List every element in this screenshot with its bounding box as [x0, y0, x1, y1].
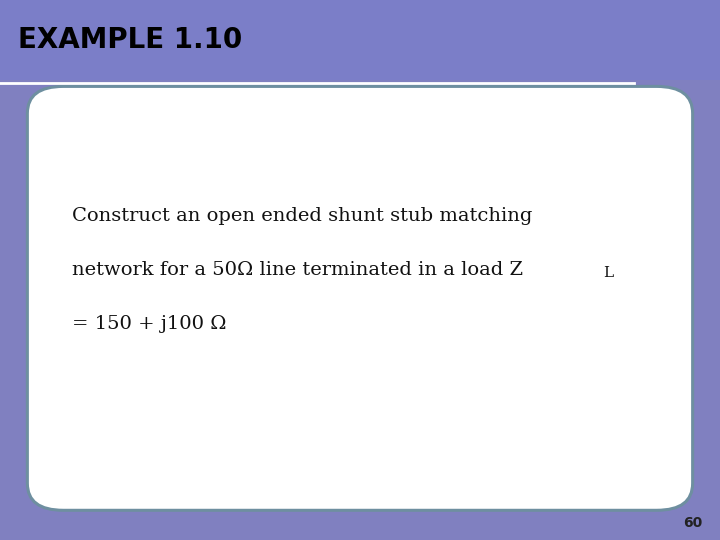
Text: L: L [603, 266, 613, 280]
Text: EXAMPLE 1.10: EXAMPLE 1.10 [18, 26, 242, 54]
Text: = 150 + j100 Ω: = 150 + j100 Ω [72, 315, 227, 333]
Text: network for a 50Ω line terminated in a load Z: network for a 50Ω line terminated in a l… [72, 261, 523, 279]
Text: Construct an open ended shunt stub matching: Construct an open ended shunt stub match… [72, 207, 532, 225]
Text: 60: 60 [683, 516, 702, 530]
Bar [0, 0, 720, 80]
FancyBboxPatch shape [27, 86, 693, 510]
